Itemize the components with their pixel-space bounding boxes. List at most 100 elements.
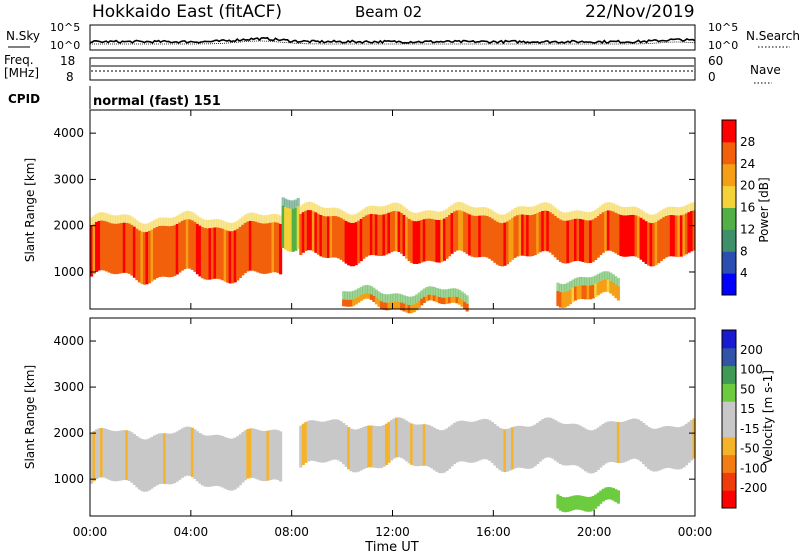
power-echo-fringe xyxy=(581,211,585,220)
power-echo-cell xyxy=(594,283,598,298)
velocity-echo-cell xyxy=(344,425,348,467)
velocity-echo-cell xyxy=(616,422,620,464)
power-echo-cell xyxy=(513,216,517,258)
power-echo-fringe xyxy=(488,208,492,218)
velocity-echo-cell xyxy=(329,419,333,461)
power-echo-cell xyxy=(407,218,411,262)
power-echo-fringe xyxy=(422,210,426,220)
power-echo-cell xyxy=(306,210,310,251)
power-echo-fringe xyxy=(241,216,245,225)
velocity-echo-cell xyxy=(218,435,222,487)
power-echo-fringe xyxy=(344,212,348,221)
power-echo-cell xyxy=(531,214,535,257)
power-echo-cell xyxy=(563,292,568,308)
power-echo-fringe xyxy=(611,274,615,283)
power-echo-fringe xyxy=(276,214,280,223)
power-echo-cell xyxy=(455,297,459,304)
power-echo-fringe xyxy=(236,220,240,229)
velocity-echo-cell xyxy=(553,420,557,461)
power-echo-fringe xyxy=(594,275,598,284)
power-echo-cell xyxy=(208,228,212,280)
power-echo-cell xyxy=(332,215,336,258)
power-echo-fringe xyxy=(606,271,610,280)
x-tick-label: 00:00 xyxy=(678,525,713,539)
velocity-echo-cell xyxy=(420,424,424,466)
power-echo-cell xyxy=(256,222,260,273)
power-echo-cell xyxy=(664,215,668,258)
power-echo-cell xyxy=(392,301,396,310)
velocity-echo-cell xyxy=(145,439,149,492)
velocity-echo-cell xyxy=(332,419,336,460)
power-echo-cell xyxy=(137,230,142,283)
power-echo-fringe xyxy=(226,222,230,231)
velocity-echo-cell xyxy=(485,419,489,460)
power-echo-cell xyxy=(205,228,210,280)
power-echo-cell xyxy=(490,218,494,261)
power-echo-fringe xyxy=(689,202,694,212)
power-echo-cell xyxy=(606,279,610,293)
power-echo-cell xyxy=(357,296,361,303)
power-echo-cell xyxy=(649,223,653,267)
power-echo-cell xyxy=(395,210,399,252)
power-echo-fringe xyxy=(634,206,638,216)
velocity-echo-cell xyxy=(170,433,174,485)
power-echo-fringe xyxy=(389,293,394,303)
power-echo-fringe xyxy=(170,217,174,226)
power-echo-fringe xyxy=(427,286,431,295)
power-echo-fringe xyxy=(674,207,678,216)
velocity-echo-cell xyxy=(389,420,394,461)
power-echo-cell xyxy=(432,295,436,302)
power-echo-cell xyxy=(493,220,497,263)
power-echo-cell xyxy=(619,214,623,257)
noise-panel: N.Sky 10^5 10^0 10^5 10^0 N.Search xyxy=(6,21,800,52)
velocity-echo-cell xyxy=(243,430,247,481)
power-echo-cell xyxy=(367,214,371,256)
noise-left-label: N.Sky xyxy=(6,29,40,43)
velocity-echo-cell xyxy=(92,431,96,482)
power-echo-fringe xyxy=(347,213,351,223)
velocity-echo-cell xyxy=(233,437,237,490)
velocity-echo-cell xyxy=(634,418,638,459)
power-echo-fringe xyxy=(379,206,384,215)
velocity-echo-cell xyxy=(90,433,94,484)
velocity-echo-cell xyxy=(304,421,308,463)
power-echo-fringe xyxy=(518,206,522,215)
velocity-echo-cell xyxy=(112,431,116,482)
power-echo-fringe xyxy=(642,211,646,220)
power-echo-fringe xyxy=(614,204,618,213)
power-echo-cell xyxy=(107,222,111,273)
power-echo-cell xyxy=(180,220,184,271)
power-echo-cell xyxy=(382,302,386,310)
velocity-echo-cell xyxy=(495,426,499,469)
power-echo-fringe xyxy=(649,214,653,224)
colorbar-segment xyxy=(722,141,736,165)
velocity-echo-cell xyxy=(369,425,373,468)
power-echo-cell xyxy=(324,216,328,258)
power-echo-cell xyxy=(450,296,454,303)
power-echo-cell xyxy=(178,222,182,273)
power-echo-cell xyxy=(397,211,401,253)
power-echo-cell xyxy=(574,218,578,262)
power-echo-fringe xyxy=(145,223,149,232)
y-tick-label: 1000 xyxy=(53,265,84,279)
velocity-echo-cell xyxy=(402,419,406,460)
power-echo-fringe xyxy=(568,281,573,290)
colorbar-segment xyxy=(722,365,736,384)
velocity-echo-cell xyxy=(508,428,512,471)
power-echo-fringe xyxy=(130,216,134,225)
velocity-echo-cell xyxy=(175,431,179,482)
power-echo-fringe xyxy=(432,286,436,296)
velocity-echo-cell xyxy=(213,434,217,486)
velocity-echo-cell xyxy=(599,490,603,504)
power-echo-cell xyxy=(405,216,409,259)
power-echo-cell xyxy=(387,212,391,254)
power-echo-cell xyxy=(218,227,222,280)
power-echo-cell xyxy=(558,292,562,308)
power-echo-cell xyxy=(236,228,240,281)
power-echo-cell xyxy=(316,213,320,255)
power-echo-fringe xyxy=(672,206,676,216)
power-echo-cell xyxy=(251,220,255,271)
power-echo-cell xyxy=(281,205,285,249)
power-echo-fringe xyxy=(279,215,283,224)
power-echo-cell xyxy=(503,222,507,266)
